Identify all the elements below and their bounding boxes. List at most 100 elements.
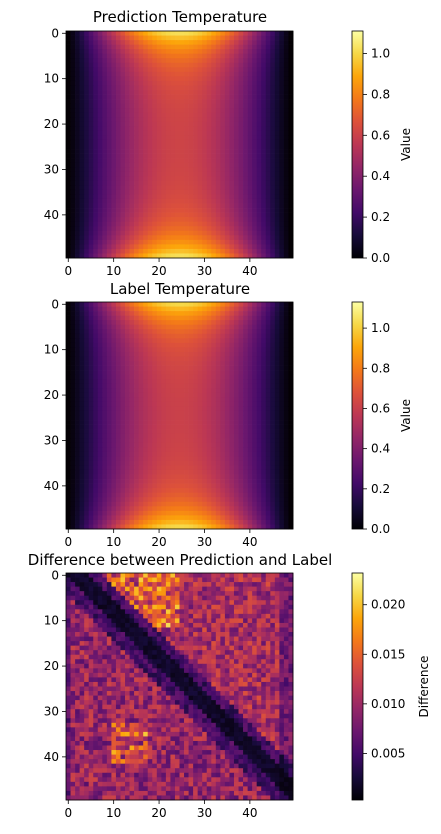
heatmap-cell (247, 80, 253, 86)
heatmap-cell (211, 35, 217, 41)
heatmap-cell (238, 126, 244, 132)
heatmap-cell (143, 76, 149, 82)
heatmap-cell (197, 112, 203, 118)
heatmap-cell (220, 139, 226, 145)
heatmap-cell (243, 253, 248, 259)
heatmap-cell (165, 31, 171, 36)
heatmap-cell (143, 383, 149, 389)
heatmap-cell (179, 324, 185, 330)
heatmap-cell (233, 510, 239, 516)
heatmap-cell (79, 203, 85, 209)
heatmap-cell (143, 158, 149, 164)
heatmap-cell (97, 153, 103, 159)
heatmap-cell (233, 483, 239, 489)
heatmap-cell (84, 153, 90, 159)
heatmap-cell (138, 62, 144, 68)
heatmap-cell (170, 479, 176, 484)
heatmap-cell (79, 515, 85, 521)
heatmap-cell (184, 58, 189, 64)
heatmap-cell (279, 501, 285, 507)
heatmap-cell (111, 370, 117, 375)
heatmap-cell (84, 53, 90, 59)
heatmap-cell (261, 149, 267, 154)
heatmap-cell (193, 139, 199, 145)
heatmap-cell (143, 501, 149, 507)
heatmap-cell (93, 189, 99, 195)
heatmap-cell (120, 374, 126, 380)
heatmap-cell (88, 203, 94, 209)
heatmap-cell (97, 361, 103, 366)
heatmap-cell (165, 58, 171, 64)
heatmap-cell (125, 483, 130, 489)
heatmap-cell (174, 99, 180, 104)
heatmap-cell (170, 356, 176, 362)
heatmap-cell (215, 44, 221, 50)
heatmap-cell (111, 53, 117, 59)
heatmap-cell (106, 438, 112, 444)
heatmap-cell (261, 320, 267, 326)
heatmap-cell (134, 239, 139, 245)
heatmap-cell (79, 167, 85, 173)
heatmap-cell (215, 167, 221, 173)
heatmap-cell (138, 67, 144, 73)
heatmap-cell (233, 117, 239, 123)
heatmap-cell (134, 90, 139, 95)
heatmap-cell (265, 198, 271, 204)
heatmap-cell (229, 53, 235, 59)
heatmap-cell (111, 149, 117, 154)
heatmap-cell (238, 515, 244, 521)
heatmap-cell (138, 53, 144, 59)
heatmap-cell (115, 117, 121, 123)
heatmap-cell (88, 442, 94, 448)
heatmap-cell (279, 356, 285, 362)
heatmap-cell (120, 203, 126, 209)
heatmap-cell (211, 62, 217, 68)
heatmap-cell (179, 311, 185, 316)
heatmap-cell (115, 302, 121, 307)
heatmap-cell (174, 130, 180, 136)
heatmap-cell (243, 67, 248, 73)
heatmap-cell (179, 62, 185, 68)
heatmap-cell (134, 103, 139, 109)
heatmap-cell (93, 203, 99, 209)
heatmap-cell (93, 221, 99, 227)
heatmap-cell (111, 474, 117, 480)
heatmap-cell (193, 415, 199, 421)
heatmap-cell (120, 438, 126, 444)
heatmap-cell (247, 483, 253, 489)
heatmap-cell (288, 185, 294, 191)
heatmap-cell (252, 510, 258, 516)
heatmap-cell (252, 135, 258, 141)
heatmap-cell (215, 351, 221, 357)
heatmap-cell (188, 167, 194, 173)
heatmap-cell (97, 248, 103, 254)
heatmap-cell (170, 379, 176, 385)
heatmap-cell (233, 71, 239, 77)
heatmap-cell (184, 103, 189, 109)
heatmap-cell (215, 460, 221, 466)
heatmap-cell (111, 40, 117, 45)
heatmap-cell (261, 515, 267, 521)
heatmap-cell (138, 35, 144, 41)
heatmap-cell (174, 465, 180, 471)
heatmap-cell (70, 397, 76, 403)
heatmap-cell (115, 483, 121, 489)
heatmap-cell (283, 217, 289, 223)
heatmap-cell (288, 212, 294, 218)
heatmap-cell (238, 333, 244, 339)
heatmap-cell (70, 320, 76, 326)
heatmap-cell (152, 208, 158, 213)
heatmap-cell (202, 139, 208, 145)
heatmap-cell (79, 488, 85, 494)
heatmap-cell (265, 121, 271, 127)
heatmap-cell (283, 208, 289, 213)
heatmap-cell (75, 383, 80, 389)
heatmap-cell (120, 447, 126, 453)
heatmap-cell (193, 112, 199, 118)
heatmap-cell (88, 31, 94, 36)
heatmap-cell (288, 253, 294, 259)
heatmap-cell (211, 388, 217, 394)
heatmap-cell (170, 217, 176, 223)
heatmap-cell (261, 370, 267, 375)
heatmap-cell (261, 519, 267, 525)
